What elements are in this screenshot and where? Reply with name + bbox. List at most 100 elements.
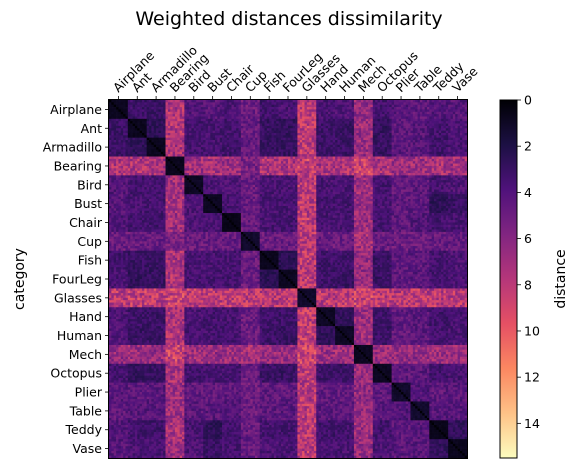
heatmap-cell-airplane-vase: [452, 107, 456, 110]
heatmap-cell-airplane-teddy: [443, 100, 447, 103]
heatmap-cell-airplane-armadillo: [151, 116, 155, 120]
heatmap-cell-bird-airplane: [118, 187, 122, 190]
heatmap-cell-ant-airplane: [109, 132, 112, 136]
heatmap-cell-ant-vase: [450, 130, 454, 134]
heatmap-cell-airplane-plier: [403, 104, 407, 108]
heatmap-cell-ant-armadillo: [163, 118, 166, 122]
heatmap-cell-bearing-vase: [464, 163, 468, 167]
heatmap-cell-armadillo-teddy: [429, 154, 433, 157]
heatmap-cell-airplane-bearing: [170, 109, 173, 113]
heatmap-cell-ant-fourleg: [295, 135, 298, 139]
heatmap-cell-bearing-fourleg: [295, 161, 298, 164]
heatmap-cell-bearing-fourleg: [283, 170, 286, 174]
heatmap-cell-armadillo-fish: [276, 144, 279, 148]
heatmap-cell-ant-vase: [457, 123, 461, 127]
heatmap-cell-bird-airplane: [116, 191, 119, 195]
heatmap-cell-armadillo-hand: [330, 144, 334, 148]
heatmap-cell-bearing-human: [335, 158, 338, 162]
heatmap-cell-ant-mech: [356, 118, 360, 122]
heatmap-cell-ant-glasses: [306, 125, 310, 129]
heatmap-cell-bearing-glasses: [302, 168, 305, 172]
heatmap-cell-ant-plier: [398, 118, 402, 122]
heatmap-cell-bearing-armadillo: [163, 156, 166, 160]
heatmap-cell-armadillo-plier: [393, 154, 397, 157]
heatmap-cell-armadillo-octopus: [389, 137, 392, 141]
heatmap-cell-ant-bust: [210, 128, 213, 131]
heatmap-cell-airplane-octopus: [377, 116, 381, 120]
heatmap-cell-bearing-hand: [320, 165, 324, 169]
heatmap-cell-armadillo-hand: [323, 137, 327, 141]
heatmap-cell-ant-bearing: [165, 118, 169, 122]
heatmap-cell-airplane-fourleg: [278, 111, 282, 115]
heatmap-cell-armadillo-vase: [462, 144, 465, 148]
heatmap-cell-airplane-plier: [391, 102, 395, 106]
heatmap-cell-ant-teddy: [445, 123, 449, 127]
heatmap-cell-ant-airplane: [111, 135, 115, 139]
heatmap-cell-ant-bust: [214, 130, 218, 134]
heatmap-cell-airplane-hand: [323, 107, 327, 110]
heatmap-cell-bearing-mech: [370, 173, 374, 176]
heatmap-cell-ant-table: [412, 128, 416, 131]
heatmap-cell-ant-chair: [231, 123, 235, 127]
heatmap-cell-armadillo-mech: [370, 142, 374, 146]
heatmap-cell-airplane-teddy: [429, 102, 433, 106]
heatmap-cell-airplane-cup: [255, 114, 258, 117]
heatmap-cell-armadillo-human: [339, 154, 343, 157]
heatmap-cell-ant-octopus: [372, 118, 376, 122]
heatmap-cell-armadillo-bust: [203, 154, 206, 157]
heatmap-cell-bearing-bust: [203, 168, 206, 172]
heatmap-cell-airplane-vase: [462, 100, 465, 103]
heatmap-cell-bearing-glasses: [313, 158, 317, 162]
heatmap-cell-airplane-fish: [269, 104, 272, 108]
heatmap-cell-bearing-fish: [271, 168, 275, 172]
heatmap-cell-airplane-chair: [231, 107, 235, 110]
heatmap-cell-airplane-hand: [320, 111, 324, 115]
heatmap-cell-bearing-airplane: [120, 168, 124, 172]
heatmap-cell-ant-armadillo: [160, 130, 164, 134]
heatmap-cell-airplane-octopus: [386, 104, 390, 108]
heatmap-cell-bearing-armadillo: [153, 163, 157, 167]
heatmap-cell-armadillo-octopus: [372, 140, 376, 143]
heatmap-cell-ant-octopus: [382, 132, 385, 136]
heatmap-cell-bearing-human: [351, 165, 355, 169]
heatmap-cell-airplane-airplane: [123, 100, 126, 103]
heatmap-cell-armadillo-teddy: [443, 144, 447, 148]
heatmap-cell-bearing-human: [349, 173, 352, 176]
heatmap-cell-armadillo-hand: [323, 154, 327, 157]
heatmap-cell-ant-octopus: [379, 118, 383, 122]
heatmap-cell-airplane-table: [410, 109, 414, 113]
heatmap-cell-airplane-bird: [200, 114, 204, 117]
heatmap-cell-airplane-bearing: [165, 109, 169, 113]
heatmap-cell-airplane-airplane: [125, 109, 129, 113]
heatmap-cell-bearing-chair: [229, 158, 232, 162]
heatmap-cell-bearing-armadillo: [151, 170, 155, 174]
heatmap-cell-ant-chair: [222, 132, 225, 136]
heatmap-cell-armadillo-human: [337, 137, 341, 141]
heatmap-cell-bearing-bird: [200, 161, 204, 164]
heatmap-cell-airplane-hand: [330, 102, 334, 106]
heatmap-cell-ant-plier: [393, 135, 397, 139]
heatmap-cell-airplane-cup: [245, 114, 249, 117]
heatmap-cell-airplane-cup: [240, 100, 244, 103]
heatmap-cell-bearing-chair: [222, 163, 225, 167]
heatmap-cell-bearing-table: [415, 158, 418, 162]
heatmap-cell-bird-airplane: [113, 177, 117, 181]
heatmap-cell-armadillo-chair: [229, 140, 232, 143]
heatmap-cell-ant-fish: [271, 128, 275, 131]
heatmap-cell-ant-fourleg: [283, 132, 286, 136]
heatmap-cell-bearing-bust: [212, 168, 216, 172]
heatmap-cell-bird-armadillo: [146, 175, 150, 179]
heatmap-cell-bird-airplane: [116, 189, 119, 193]
heatmap-cell-bearing-hand: [332, 168, 336, 172]
heatmap-cell-airplane-fish: [259, 109, 263, 113]
heatmap-cell-airplane-fish: [266, 116, 270, 120]
heatmap-cell-ant-table: [410, 132, 414, 136]
heatmap-cell-armadillo-glasses: [302, 154, 305, 157]
heatmap-cell-bearing-mech: [365, 161, 369, 164]
heatmap-cell-airplane-bearing: [177, 104, 181, 108]
heatmap-cell-bearing-glasses: [297, 163, 301, 167]
heatmap-cell-ant-armadillo: [163, 130, 166, 134]
heatmap-cell-airplane-human: [339, 109, 343, 113]
heatmap-cell-armadillo-hand: [320, 154, 324, 157]
heatmap-cell-ant-hand: [330, 128, 334, 131]
